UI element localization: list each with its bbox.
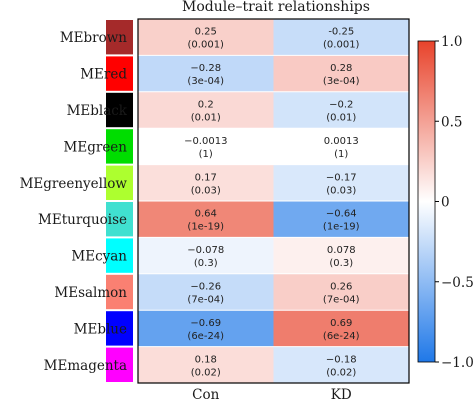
cell-pvalue-label: (0.01)	[191, 113, 221, 124]
color-scale-legend: 1.0 0.5 0 −0.5 −1.0	[417, 34, 474, 371]
cell-correlation-label: 0.078	[327, 245, 356, 256]
cell-correlation-label: 0.17	[195, 172, 217, 183]
column-labels: Con KD	[192, 387, 352, 402]
cell-correlation-label: −0.078	[187, 245, 224, 256]
cell-correlation-label: −0.69	[190, 318, 221, 329]
heatmap-cell	[138, 128, 274, 165]
row-labels: MEbrown MEred MEblack MEgreen MEgreenyellow M…	[20, 30, 128, 374]
chart-title: Module–trait relationships	[182, 0, 370, 15]
module-color-bar	[106, 238, 133, 273]
cell-correlation-label: 0.28	[330, 63, 352, 74]
cell-correlation-label: −0.26	[190, 282, 221, 293]
cell-correlation-label: 0.26	[330, 282, 352, 293]
legend-tick-label: 0	[441, 195, 450, 211]
cell-correlation-label: −0.17	[326, 172, 357, 183]
cell-correlation-label: −0.18	[326, 354, 357, 365]
legend-tick-label: 1.0	[441, 34, 462, 50]
row-label: MEblack	[67, 103, 128, 119]
heatmap-cell	[273, 55, 409, 92]
cell-pvalue-label: (1e-19)	[323, 222, 360, 233]
cell-pvalue-label: (0.001)	[323, 40, 360, 51]
column-label: KD	[331, 387, 352, 402]
cell-pvalue-label: (0.03)	[326, 185, 356, 196]
cell-correlation-label: 0.2	[198, 100, 214, 111]
column-label: Con	[192, 387, 219, 402]
heatmap-cell	[138, 91, 274, 129]
heatmap-cell	[138, 310, 274, 347]
row-label: MEcyan	[71, 249, 127, 265]
row-label: MEturquoise	[38, 212, 127, 228]
heatmap-cell	[138, 19, 274, 56]
module-color-bar	[106, 311, 133, 346]
module-color-bar	[106, 129, 133, 164]
module-color-bar	[106, 202, 133, 237]
cell-correlation-label: 0.69	[330, 318, 352, 329]
cell-pvalue-label: (1)	[199, 149, 213, 160]
cell-correlation-label: 0.0013	[324, 136, 359, 147]
heatmap-cell	[273, 91, 409, 129]
cell-pvalue-label: (3e-04)	[187, 76, 224, 87]
module-color-bar	[106, 92, 133, 128]
heatmap-cell	[273, 128, 409, 165]
cell-pvalue-label: (0.02)	[326, 367, 356, 378]
cell-pvalue-label: (7e-04)	[323, 295, 360, 306]
heatmap-cell	[273, 237, 409, 274]
row-label: MEsalmon	[54, 285, 127, 301]
color-scale-bar	[417, 40, 436, 363]
module-color-bar	[106, 274, 133, 310]
heatmap-cell	[138, 164, 274, 201]
cell-pvalue-label: (6e-24)	[187, 331, 224, 342]
heatmap-cell	[273, 346, 409, 383]
legend-tick-label: 0.5	[441, 114, 462, 130]
cell-correlation-label: −0.28	[190, 63, 221, 74]
cell-correlation-label: -0.25	[328, 27, 354, 38]
cell-pvalue-label: (6e-24)	[323, 331, 360, 342]
heatmap-cell	[273, 201, 409, 238]
heatmap-cell	[138, 201, 274, 238]
cell-correlation-label: 0.64	[195, 209, 217, 220]
cell-pvalue-label: (0.001)	[188, 40, 225, 51]
heatmap-cell	[138, 346, 274, 383]
cell-correlation-label: −0.64	[326, 209, 357, 220]
heatmap-cell	[273, 310, 409, 347]
cell-pvalue-label: (1e-19)	[187, 222, 224, 233]
heatmap-cells: 0.25 (0.001) -0.25 (0.001) −0.28 (3e-04) 0.28 (…	[138, 19, 409, 383]
row-label: MEbrown	[60, 30, 127, 46]
module-color-bar	[106, 165, 133, 200]
row-label: MEred	[80, 67, 127, 83]
cell-pvalue-label: (0.03)	[191, 185, 221, 196]
cell-pvalue-label: (0.3)	[194, 258, 218, 269]
cell-correlation-label: −0.2	[329, 100, 353, 111]
row-label: MEgreen	[64, 139, 128, 155]
heatmap-cell	[138, 273, 274, 311]
cell-pvalue-label: (0.3)	[329, 258, 353, 269]
module-color-bar	[106, 347, 133, 382]
module-color-bar	[106, 56, 133, 91]
heatmap-cell	[273, 164, 409, 201]
row-label: MEmagenta	[44, 358, 127, 374]
module-color-bar	[106, 20, 133, 55]
cell-pvalue-label: (0.02)	[191, 367, 221, 378]
row-label: MEblue	[74, 321, 127, 337]
cell-correlation-label: 0.18	[195, 354, 217, 365]
cell-pvalue-label: (0.01)	[326, 113, 356, 124]
cell-pvalue-label: (3e-04)	[323, 76, 360, 87]
heatmap-cell	[273, 19, 409, 56]
module-color-bars	[106, 20, 133, 382]
cell-correlation-label: 0.25	[195, 27, 217, 38]
cell-pvalue-label: (1)	[334, 149, 348, 160]
cell-correlation-label: −0.0013	[184, 136, 227, 147]
row-label: MEgreenyellow	[20, 176, 128, 192]
legend-tick-label: −1.0	[441, 355, 474, 371]
heatmap-cell	[273, 273, 409, 311]
heatmap-border	[137, 18, 410, 384]
heatmap-cell	[138, 55, 274, 92]
cell-pvalue-label: (7e-04)	[187, 295, 224, 306]
legend-tick-label: −0.5	[441, 275, 474, 291]
heatmap-cell	[138, 237, 274, 274]
